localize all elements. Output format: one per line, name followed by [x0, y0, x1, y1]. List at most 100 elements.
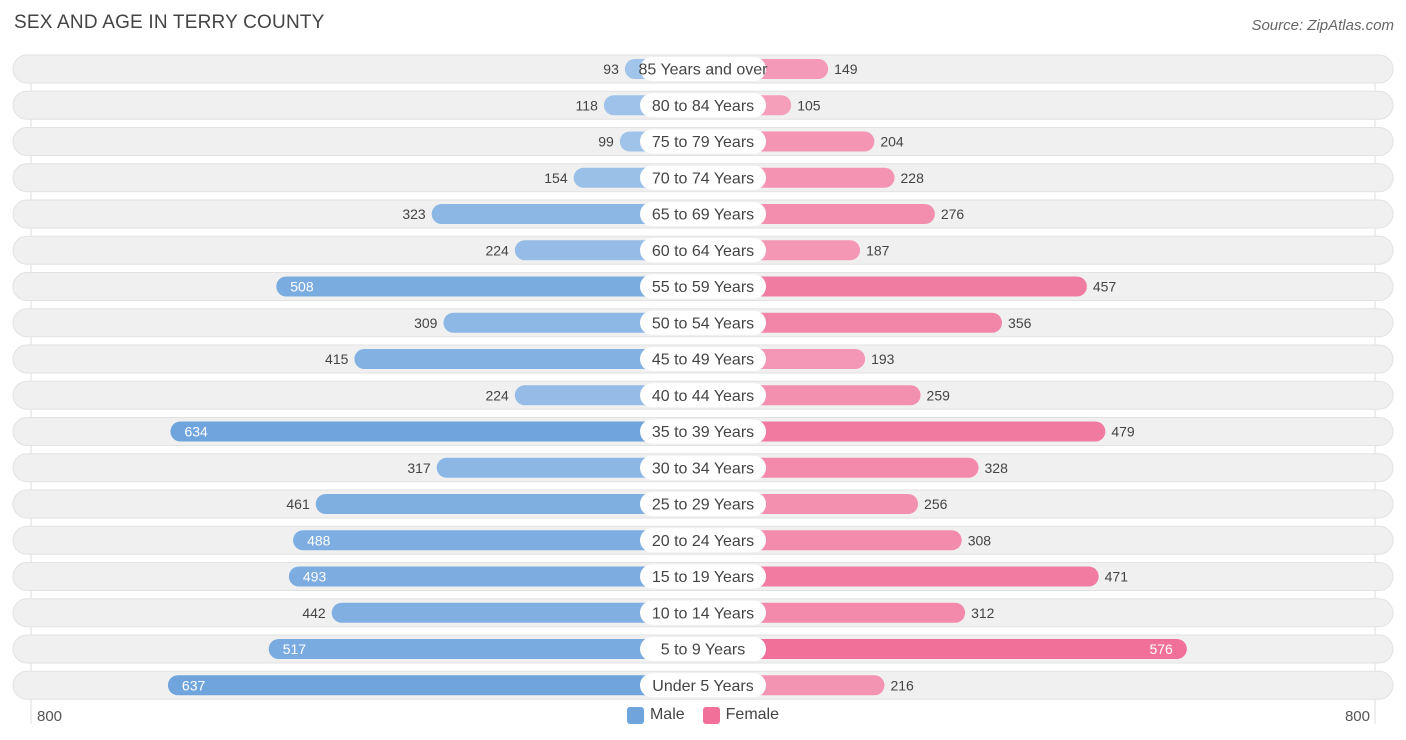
- male-value-label: 99: [598, 134, 614, 150]
- category-label-bg: [640, 310, 766, 335]
- category-label-bg: [640, 165, 766, 190]
- female-value-label: 193: [871, 351, 895, 367]
- category-label-bg: [640, 455, 766, 480]
- row-16: 5 to 9 Years 517 576: [12, 634, 1394, 664]
- source-label: Source: ZipAtlas.com: [1251, 17, 1394, 34]
- row-3: 70 to 74 Years 154 228: [12, 163, 1394, 193]
- male-bar: [436, 457, 703, 478]
- female-value-label: 256: [924, 496, 948, 512]
- axis-right-label: 800: [1344, 708, 1370, 725]
- row-15: 10 to 14 Years 442 312: [12, 598, 1394, 628]
- female-value-label: 204: [880, 134, 904, 150]
- category-label: 20 to 24 Years: [652, 533, 754, 550]
- male-value-label: 461: [286, 496, 310, 512]
- category-label-bg: [640, 274, 766, 299]
- category-label-bg: [640, 637, 766, 661]
- female-bar: [703, 457, 979, 478]
- category-label: 5 to 9 Years: [661, 642, 746, 659]
- category-label: 80 to 84 Years: [652, 98, 754, 115]
- female-value-label: 479: [1111, 424, 1135, 440]
- category-label: 15 to 19 Years: [652, 569, 754, 586]
- female-value-label: 228: [901, 170, 925, 186]
- category-label: 75 to 79 Years: [652, 134, 754, 151]
- row-9: 40 to 44 Years 224 259: [12, 380, 1394, 410]
- axis-left-label: 800: [37, 708, 63, 725]
- row-8: 45 to 49 Years 415 193: [12, 344, 1394, 374]
- female-bar: [703, 312, 1003, 333]
- row-7: 50 to 54 Years 309 356: [12, 308, 1394, 338]
- female-value-label: 187: [866, 242, 890, 258]
- category-label: 85 Years and over: [639, 62, 769, 79]
- female-value-label: 308: [968, 532, 992, 548]
- male-value-label: 442: [302, 605, 326, 621]
- category-label-bg: [640, 57, 766, 81]
- row-11: 30 to 34 Years 317 328: [12, 453, 1394, 483]
- male-bar: [354, 349, 703, 369]
- female-value-label: 105: [797, 97, 821, 113]
- category-label: 45 to 49 Years: [652, 352, 754, 369]
- male-value-label: 317: [407, 460, 431, 476]
- male-value-label: 493: [303, 569, 327, 585]
- female-bar: [703, 566, 1099, 587]
- male-bar: [276, 276, 703, 297]
- female-bar: [703, 421, 1106, 442]
- male-bar: [431, 204, 703, 224]
- category-label: 25 to 29 Years: [652, 497, 754, 514]
- female-value-label: 457: [1093, 279, 1117, 295]
- category-label: 65 to 69 Years: [652, 207, 754, 224]
- female-bar: [703, 530, 962, 551]
- female-bar: [703, 639, 1187, 659]
- legend-label-female: Female: [725, 706, 780, 723]
- female-value-label: 471: [1105, 569, 1129, 585]
- legend: Male Female: [0, 706, 1406, 724]
- category-label: Under 5 Years: [652, 678, 753, 695]
- male-value-label: 224: [485, 242, 509, 258]
- category-label-bg: [640, 564, 766, 589]
- category-label-bg: [640, 129, 766, 154]
- legend-item-female[interactable]: Female: [702, 706, 780, 724]
- category-label-bg: [640, 673, 766, 698]
- category-label-bg: [640, 238, 766, 263]
- row-2: 75 to 79 Years 99 204: [12, 127, 1394, 156]
- category-label-bg: [640, 202, 766, 226]
- male-value-label: 154: [544, 170, 568, 186]
- male-bar: [315, 494, 703, 514]
- category-label: 35 to 39 Years: [652, 424, 754, 441]
- category-label-bg: [640, 383, 766, 408]
- female-bar: [703, 276, 1087, 297]
- category-label-bg: [640, 492, 766, 516]
- category-label-bg: [640, 93, 766, 118]
- male-bar: [288, 566, 703, 587]
- female-value-label: 276: [941, 206, 965, 222]
- category-label-bg: [640, 600, 766, 625]
- row-14: 15 to 19 Years 493 471: [12, 562, 1394, 591]
- legend-label-male: Male: [649, 706, 685, 723]
- male-value-label: 517: [283, 641, 307, 657]
- category-label: 70 to 74 Years: [652, 170, 754, 187]
- row-17: Under 5 Years 637 216: [12, 670, 1394, 700]
- male-bar: [268, 639, 703, 659]
- category-label: 50 to 54 Years: [652, 315, 754, 332]
- male-value-label: 323: [402, 206, 426, 222]
- female-bar: [703, 602, 966, 623]
- legend-swatch-female: [702, 706, 720, 724]
- row-12: 25 to 29 Years 461 256: [12, 489, 1394, 519]
- category-label: 55 to 59 Years: [652, 279, 754, 296]
- male-value-label: 415: [325, 351, 349, 367]
- category-label: 60 to 64 Years: [652, 243, 754, 260]
- female-value-label: 216: [890, 677, 914, 693]
- female-value-label: 356: [1008, 315, 1032, 331]
- legend-item-male[interactable]: Male: [626, 706, 685, 724]
- chart-title: SEX AND AGE IN TERRY COUNTY: [14, 12, 325, 33]
- male-value-label: 309: [414, 315, 438, 331]
- row-0: 85 Years and over 93 149: [12, 54, 1394, 84]
- male-value-label: 637: [182, 677, 206, 693]
- female-value-label: 149: [834, 61, 858, 77]
- category-label-bg: [640, 528, 766, 553]
- female-value-label: 328: [985, 460, 1009, 476]
- category-label: 10 to 14 Years: [652, 605, 754, 622]
- male-bar: [293, 530, 703, 551]
- row-13: 20 to 24 Years 488 308: [12, 525, 1394, 555]
- category-label-bg: [640, 419, 766, 444]
